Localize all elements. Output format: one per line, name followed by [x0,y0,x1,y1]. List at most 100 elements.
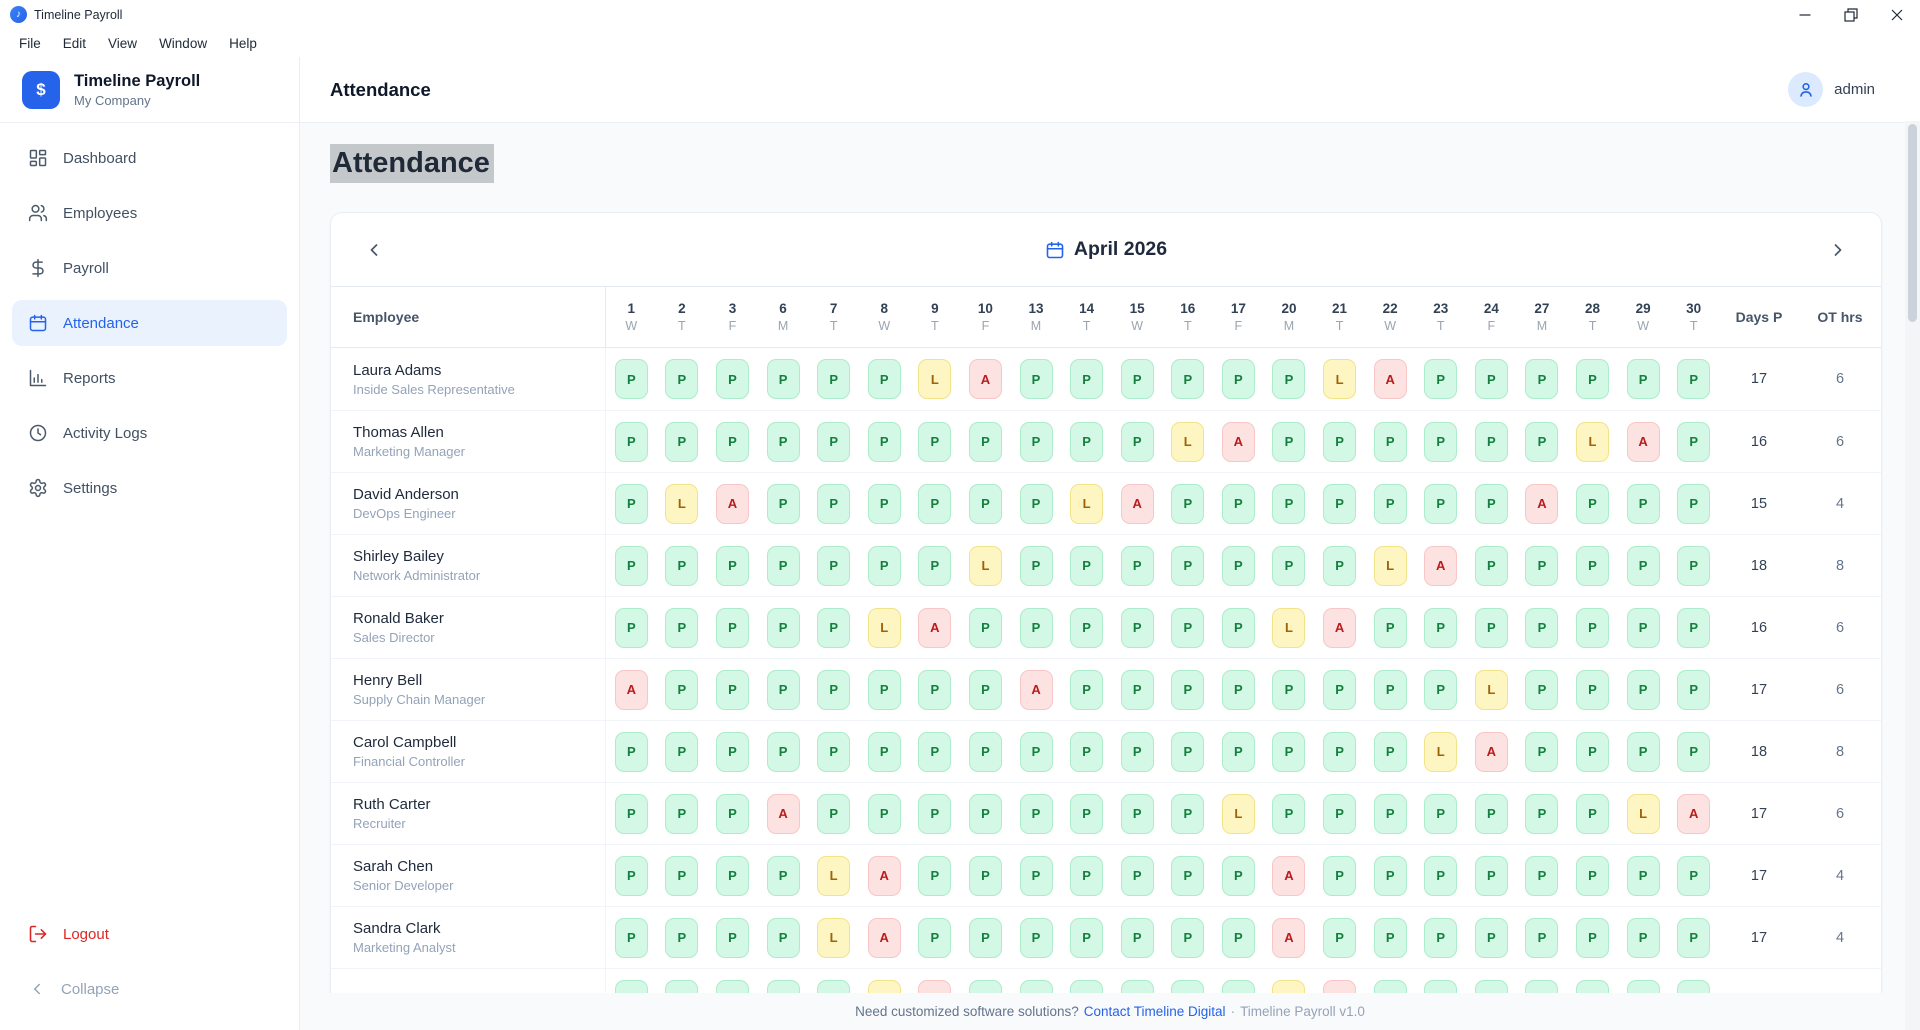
prev-month-button[interactable] [357,233,391,267]
status-chip-P: P [968,917,1002,958]
day-cell: P [859,659,910,720]
status-chip-P: P [1474,421,1508,462]
day-cell: P [1162,659,1213,720]
day-cell: P [1415,907,1466,968]
content-area: Attendance April 2026 Employee 1 W 2 T 3 F 6 M 7 T… [300,123,1920,993]
day-cell: A [910,597,961,658]
day-cell: P [910,907,961,968]
day-cell: L [1365,535,1416,596]
status-chip-P: P [1525,669,1559,710]
menu-item-window[interactable]: Window [159,35,208,51]
sidebar-item-settings[interactable]: Settings [12,465,287,511]
status-chip-P: P [867,669,901,710]
collapse-button[interactable]: Collapse [12,966,287,1012]
sidebar-item-label: Attendance [63,314,139,332]
month-display: April 2026 [391,238,1821,261]
status-chip-P: P [1120,731,1154,772]
menu-item-edit[interactable]: Edit [62,35,87,51]
status-chip-P: P [1221,979,1255,993]
titlebar: ♪ Timeline Payroll [0,0,1920,29]
day-cell: P [707,659,758,720]
day-weekday: M [1283,319,1295,333]
day-cell: P [859,721,910,782]
sidebar-item-attendance[interactable]: Attendance [12,300,287,346]
day-cell: P [1517,845,1568,906]
sidebar-item-employees[interactable]: Employees [12,190,287,236]
day-number: 17 [1230,301,1246,316]
status-chip-A: A [968,359,1002,399]
status-chip-P: P [817,793,851,834]
day-cell: P [1162,721,1213,782]
restore-button[interactable] [1828,0,1874,29]
day-cell: P [1618,907,1669,968]
status-chip-L: L [867,979,901,993]
day-number: 14 [1079,301,1095,316]
day-cell: P [1112,783,1163,844]
month-navigation: April 2026 [331,213,1881,286]
status-chip-P: P [715,359,749,399]
status-chip-P: P [817,545,851,586]
day-cell: P [1365,411,1416,472]
day-cell: P [1567,659,1618,720]
contact-link[interactable]: Contact Timeline Digital [1083,1004,1226,1019]
day-cell: P [606,348,657,410]
day-cell: P [1314,659,1365,720]
status-chip-P: P [867,545,901,586]
day-column-header: 21 T [1314,287,1365,347]
menu-item-file[interactable]: File [19,35,41,51]
day-cell: A [1314,969,1365,993]
sidebar-item-reports[interactable]: Reports [12,355,287,401]
status-chip-A: A [1677,793,1711,834]
day-cell: P [1567,348,1618,410]
scrollbar-thumb[interactable] [1908,124,1917,322]
status-chip-P: P [766,421,800,462]
employee-name: Carol Campbell [353,734,457,751]
status-chip-P: P [1677,979,1711,993]
next-month-button[interactable] [1821,233,1855,267]
user-menu[interactable]: admin [1788,72,1875,107]
status-chip-P: P [1120,421,1154,462]
day-weekday: T [1183,319,1192,333]
status-chip-P: P [715,979,749,993]
menu-item-help[interactable]: Help [229,35,257,51]
status-chip-P: P [1171,359,1205,399]
day-cell: P [758,907,809,968]
status-chip-P: P [1424,483,1458,524]
status-chip-P: P [1525,917,1559,958]
status-chip-P: P [665,793,699,834]
status-chip-L: L [1474,669,1508,710]
status-chip-P: P [817,607,851,648]
status-chip-P: P [1019,483,1053,524]
day-column-header: 28 T [1567,287,1618,347]
status-chip-A: A [1323,979,1357,993]
menu-item-view[interactable]: View [108,35,138,51]
sidebar-item-activity-logs[interactable]: Activity Logs [12,410,287,456]
day-cell: P [1415,597,1466,658]
day-cell: P [1668,845,1719,906]
day-column-header: 13 M [1011,287,1062,347]
status-chip-P: P [1525,359,1559,399]
status-chip-P: P [1424,359,1458,399]
scrollbar-track[interactable] [1905,121,1920,1030]
day-cell: P [1213,473,1264,534]
day-weekday: M [777,319,789,333]
day-cell: P [859,411,910,472]
status-chip-L: L [1070,483,1104,524]
day-cell: P [1466,348,1517,410]
table-row: Shirley Bailey Network Administrator P P P P P… [331,534,1881,596]
minimize-button[interactable] [1782,0,1828,29]
day-weekday: W [1637,319,1650,333]
sidebar-nav: Dashboard Employees Payroll Attendance Repor… [0,112,299,520]
day-column-header: 29 W [1618,287,1669,347]
status-chip-P: P [918,731,952,772]
logout-button[interactable]: Logout [12,911,287,957]
day-cell: P [707,597,758,658]
day-cell: P [1011,721,1062,782]
close-button[interactable] [1874,0,1920,29]
sidebar-item-payroll[interactable]: Payroll [12,245,287,291]
payroll-icon [32,258,44,278]
sidebar-item-dashboard[interactable]: Dashboard [12,135,287,181]
day-cell: P [657,969,708,993]
status-chip-P: P [614,793,648,834]
